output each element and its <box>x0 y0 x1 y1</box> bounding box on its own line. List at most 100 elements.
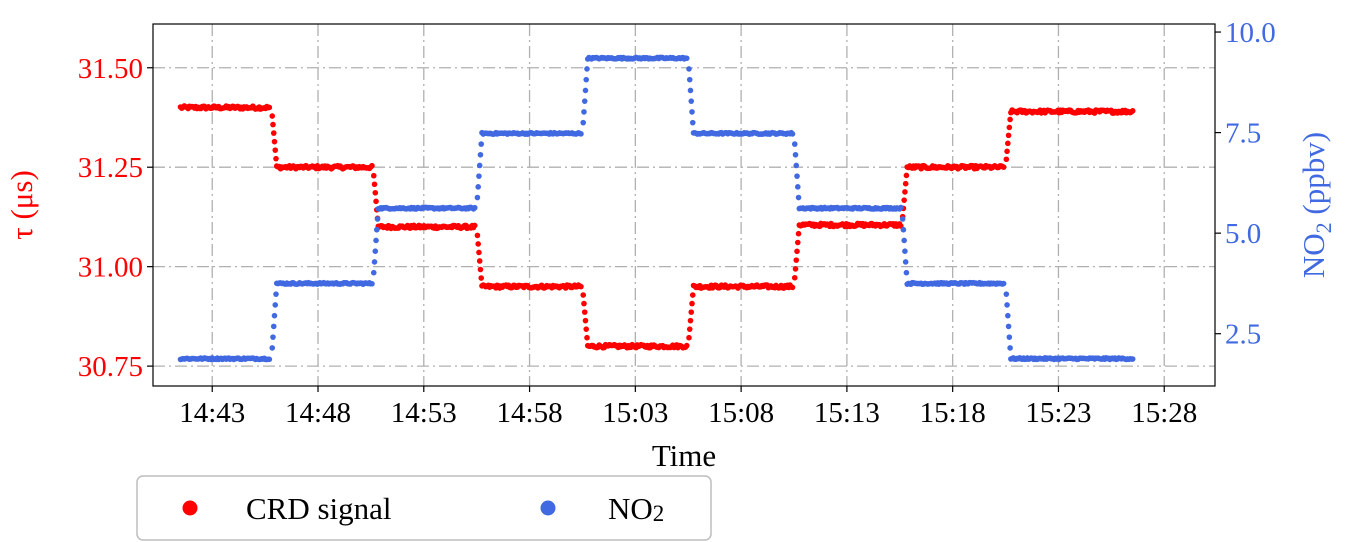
data-point <box>902 180 909 187</box>
data-point <box>580 292 587 298</box>
data-point <box>581 98 588 104</box>
data-point <box>686 326 693 332</box>
data-point <box>1004 148 1010 155</box>
data-point <box>902 248 908 254</box>
data-point <box>476 173 482 179</box>
data-point <box>903 269 910 276</box>
data-point <box>581 300 587 307</box>
series-points <box>177 103 1136 351</box>
data-point <box>1003 291 1010 297</box>
data-point <box>373 198 379 205</box>
x-axis-title: Time <box>652 438 716 473</box>
data-point <box>582 87 589 94</box>
data-point <box>476 162 483 169</box>
data-point <box>1006 124 1013 131</box>
y-left-axis-ticks: 30.75 31.00 31.25 31.50 <box>78 53 153 383</box>
data-point <box>373 226 380 233</box>
data-point <box>271 138 278 145</box>
x-tick-label: 15:23 <box>1025 397 1091 429</box>
data-point <box>371 181 378 188</box>
data-point <box>373 237 379 244</box>
plot-points <box>177 54 1136 363</box>
x-tick-label: 14:43 <box>179 397 245 429</box>
data-point <box>1007 116 1013 123</box>
data-point <box>683 342 690 349</box>
data-point <box>689 300 695 307</box>
x-tick-label: 15:18 <box>920 397 986 429</box>
data-point <box>899 216 906 222</box>
y-left-tick-label: 31.25 <box>78 152 143 184</box>
data-point <box>471 204 478 211</box>
data-point <box>266 356 273 363</box>
data-point <box>273 155 279 162</box>
series-points <box>177 54 1136 363</box>
x-tick-label: 15:13 <box>814 397 880 429</box>
data-point <box>370 172 377 179</box>
data-point <box>791 141 798 147</box>
data-point <box>795 230 802 237</box>
data-point <box>795 194 802 201</box>
data-point <box>369 162 375 169</box>
y-right-tick-label: 2.5 <box>1225 319 1261 351</box>
y-right-tick-label: 10.0 <box>1225 17 1276 49</box>
data-point <box>1007 345 1013 351</box>
data-point <box>687 87 694 94</box>
x-tick-label: 14:58 <box>497 397 563 429</box>
y-right-axis-title: NO2 (ppbv) <box>1296 132 1336 278</box>
data-point <box>478 275 485 281</box>
data-point <box>789 284 796 291</box>
data-point <box>471 222 478 229</box>
data-point <box>477 151 484 158</box>
data-point <box>372 248 379 254</box>
data-point <box>903 172 910 179</box>
data-point <box>270 121 276 128</box>
data-point <box>273 291 279 297</box>
data-point <box>581 309 588 315</box>
data-point <box>789 131 796 137</box>
data-point <box>475 241 481 247</box>
y-left-tick-label: 31.50 <box>78 53 143 85</box>
data-point <box>269 345 276 351</box>
y-left-axis-title: τ (μs) <box>4 170 39 240</box>
data-point <box>578 131 584 137</box>
data-point <box>793 162 800 169</box>
data-point <box>902 259 909 265</box>
data-point <box>1005 312 1011 319</box>
data-point <box>474 194 481 201</box>
data-point <box>687 317 694 324</box>
data-point <box>901 197 907 203</box>
y-left-tick-label: 30.75 <box>78 351 143 383</box>
data-point <box>370 269 377 276</box>
legend-label-no2: NO2 <box>608 491 664 526</box>
data-point <box>476 258 483 264</box>
data-point <box>683 55 690 62</box>
data-point <box>266 104 273 111</box>
legend: CRD signal NO2 <box>136 475 712 541</box>
data-point <box>1005 132 1012 139</box>
data-point <box>475 184 481 190</box>
legend-marker-crd-signal <box>182 500 198 516</box>
data-point <box>902 189 908 195</box>
data-point <box>580 119 587 126</box>
data-point <box>686 76 693 83</box>
x-tick-label: 14:53 <box>391 397 457 429</box>
data-point <box>1129 356 1136 362</box>
data-point <box>371 259 378 265</box>
x-tick-label: 15:28 <box>1131 397 1197 429</box>
data-point <box>270 130 277 136</box>
data-point <box>374 216 381 222</box>
data-point <box>1006 334 1013 340</box>
data-point <box>584 66 590 72</box>
y-left-tick-label: 31.00 <box>78 252 143 284</box>
data-point <box>270 323 277 330</box>
data-point <box>794 184 801 190</box>
data-point <box>582 317 589 324</box>
legend-label-crd-signal: CRD signal <box>246 491 392 526</box>
grid-lines <box>153 24 1215 386</box>
data-point <box>793 257 800 263</box>
data-point <box>792 151 799 158</box>
data-point <box>272 302 279 308</box>
axes-frame <box>152 23 1216 387</box>
data-point <box>900 226 907 233</box>
data-point <box>688 309 695 315</box>
